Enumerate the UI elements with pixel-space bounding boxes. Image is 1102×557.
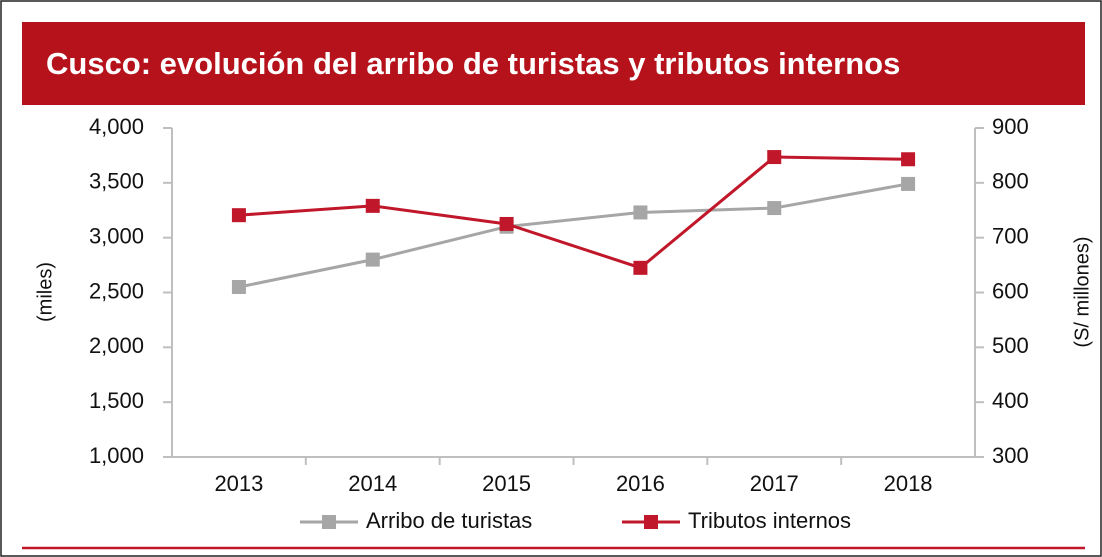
- x-tick-label: 2016: [616, 471, 665, 496]
- x-tick-label: 2013: [214, 471, 263, 496]
- y2-tick-label: 800: [992, 169, 1029, 194]
- y2-tick-label: 400: [992, 388, 1029, 413]
- y-tick-label: 1,500: [89, 388, 144, 413]
- y2-tick-label: 300: [992, 443, 1029, 468]
- legend-marker: [322, 515, 336, 529]
- y2-axis-label: (S/ millones): [1071, 236, 1093, 347]
- y-tick-label: 4,000: [89, 114, 144, 139]
- legend-label: Arribo de turistas: [366, 508, 532, 533]
- x-tick-label: 2014: [348, 471, 397, 496]
- legend-marker: [644, 515, 658, 529]
- y-axis-label: (miles): [34, 262, 56, 322]
- series-marker: [633, 205, 648, 220]
- y-tick-label: 3,500: [89, 169, 144, 194]
- series-marker: [767, 150, 782, 165]
- series-marker: [767, 201, 782, 216]
- series-marker: [901, 152, 916, 167]
- series-marker: [499, 216, 514, 231]
- y-tick-label: 2,000: [89, 333, 144, 358]
- y-tick-label: 3,000: [89, 223, 144, 248]
- series-marker: [365, 252, 380, 267]
- y2-tick-label: 600: [992, 278, 1029, 303]
- x-tick-label: 2018: [884, 471, 933, 496]
- y2-tick-label: 700: [992, 223, 1029, 248]
- series-line: [238, 182, 909, 289]
- series-marker: [633, 260, 648, 275]
- series-marker: [365, 198, 380, 213]
- title-banner: [22, 22, 1085, 105]
- series-marker: [231, 280, 246, 295]
- y2-tick-label: 500: [992, 333, 1029, 358]
- series-marker: [901, 176, 916, 191]
- y2-tick-label: 900: [992, 114, 1029, 139]
- y-tick-label: 2,500: [89, 278, 144, 303]
- series-line: [238, 155, 909, 270]
- legend-label: Tributos internos: [688, 508, 851, 533]
- y-tick-label: 1,000: [89, 443, 144, 468]
- x-tick-label: 2015: [482, 471, 531, 496]
- chart-title: Cusco: evolución del arribo de turistas …: [46, 46, 900, 81]
- series-marker: [231, 208, 246, 223]
- x-tick-label: 2017: [750, 471, 799, 496]
